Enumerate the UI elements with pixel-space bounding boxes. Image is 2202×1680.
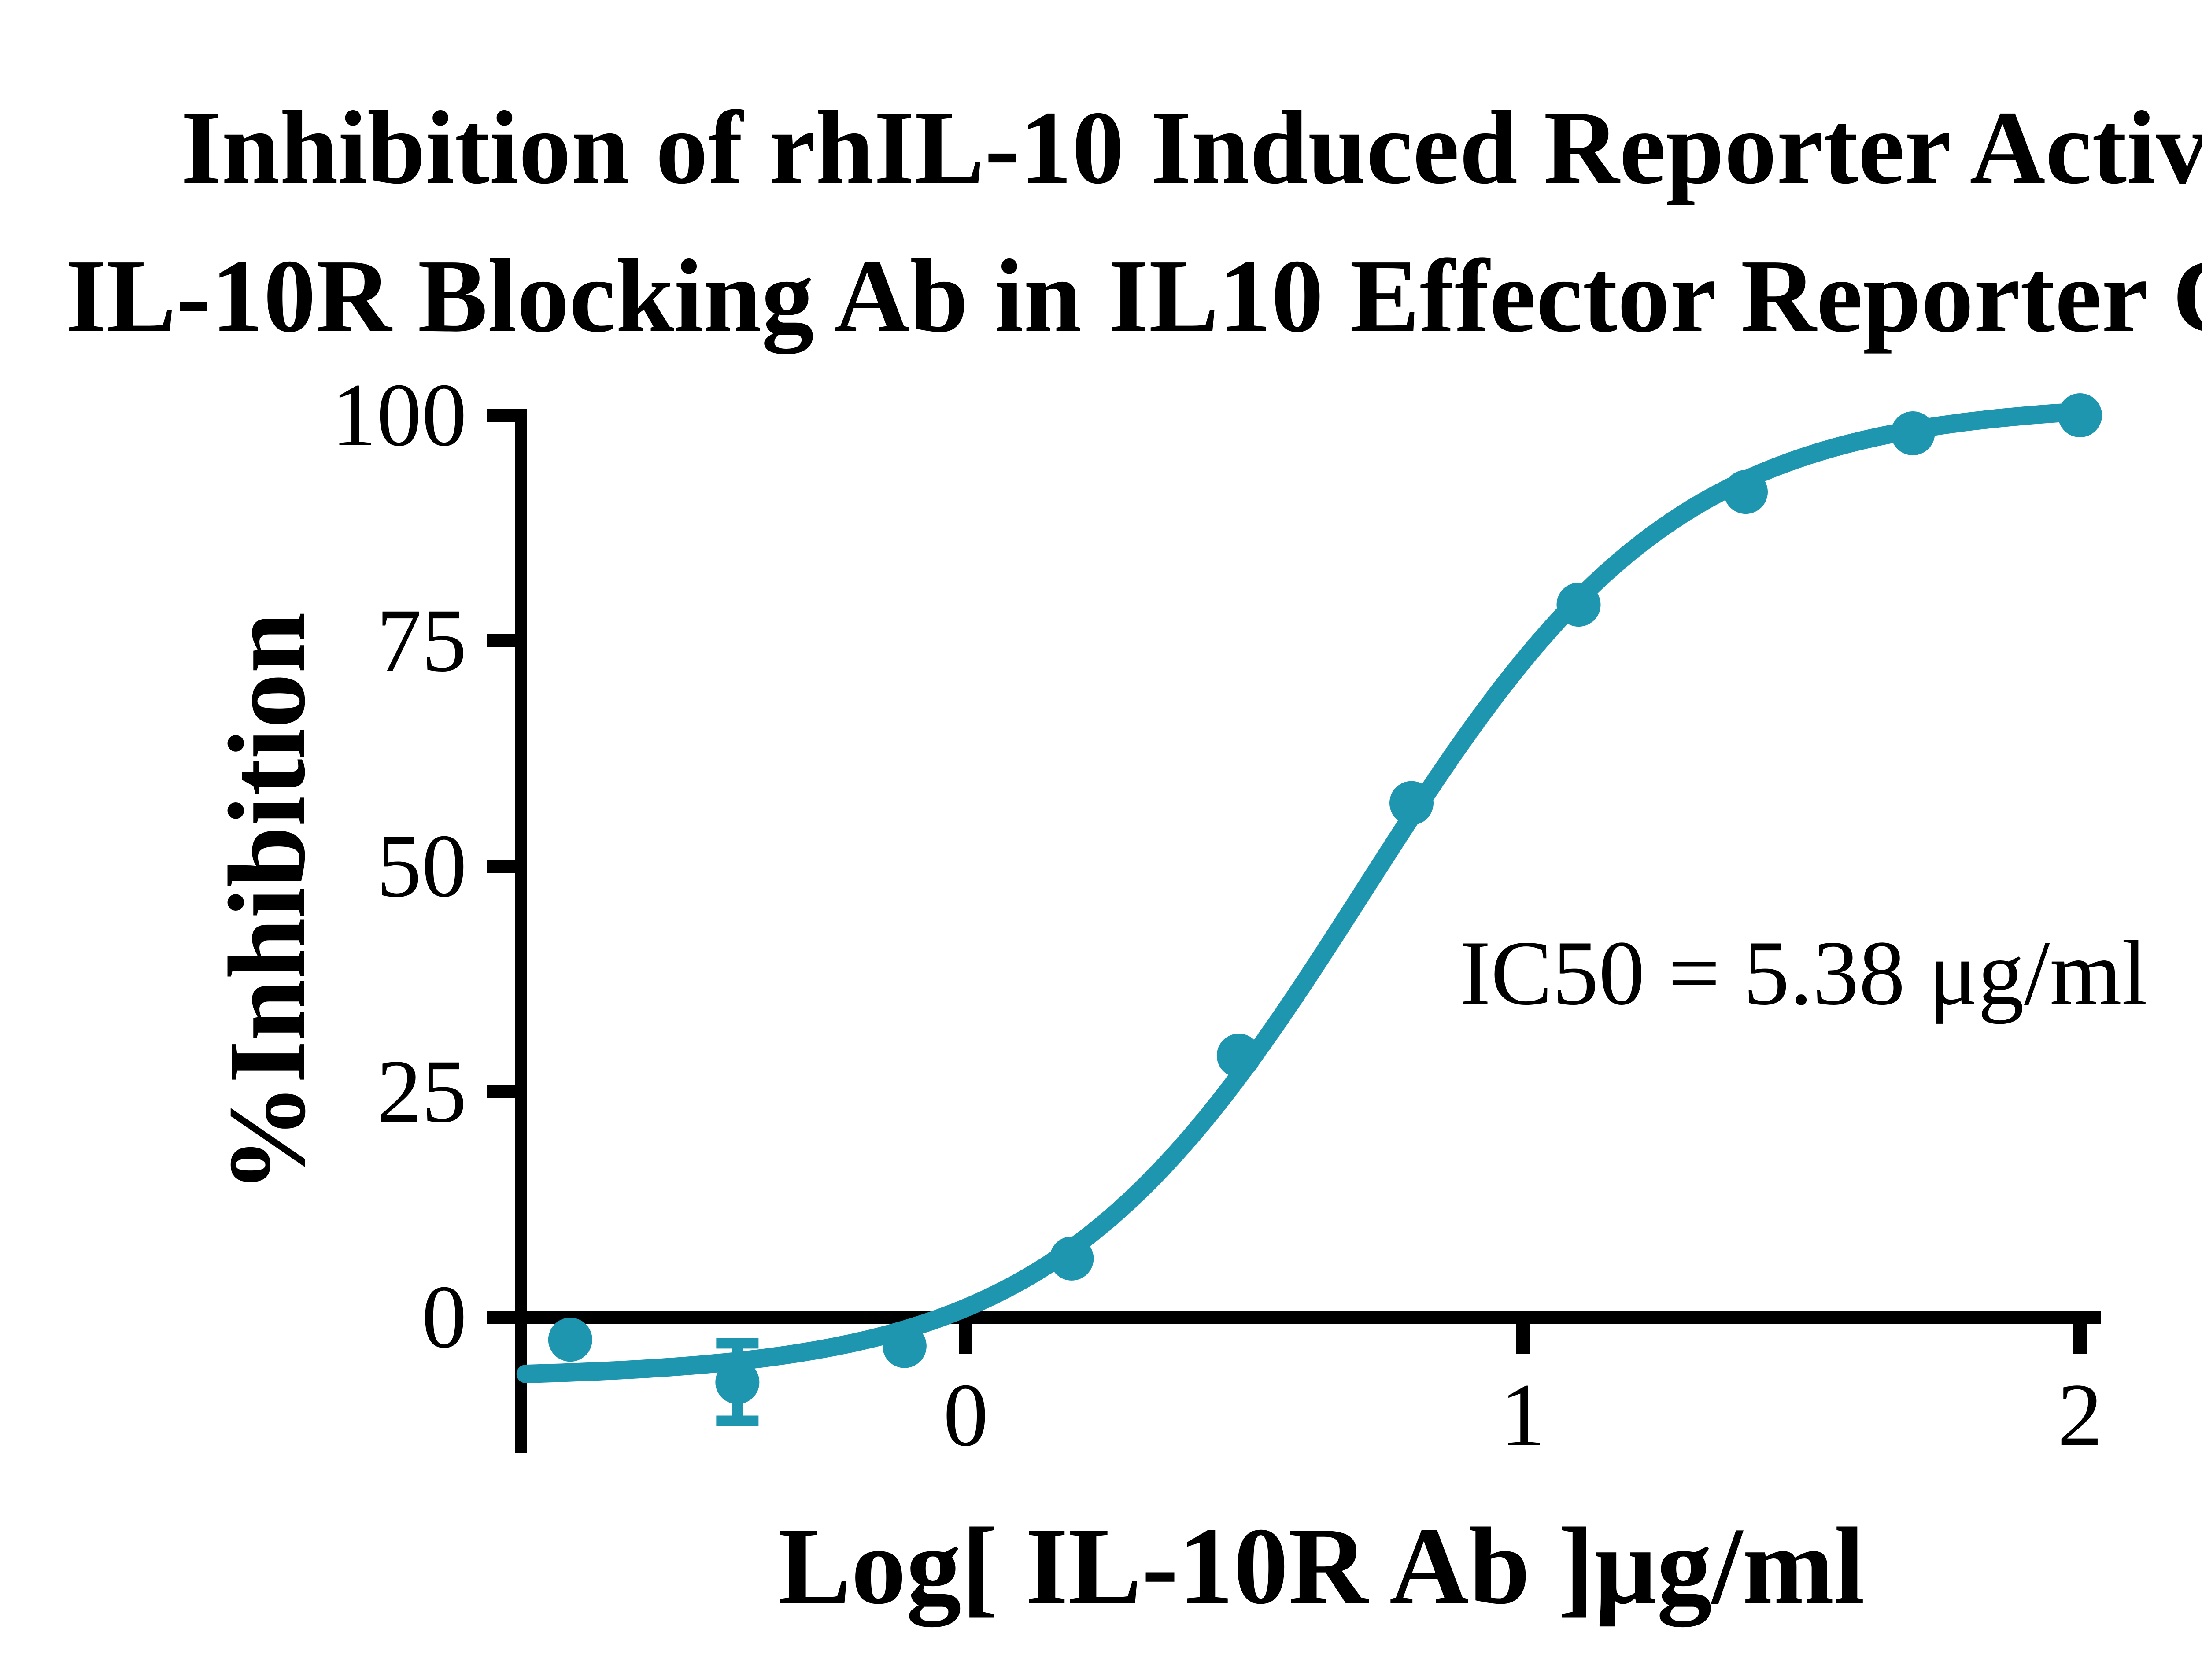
data-point <box>2058 393 2102 437</box>
x-tick-label: 0 <box>943 1365 989 1465</box>
data-point <box>1216 1034 1261 1078</box>
data-point <box>1891 411 1935 455</box>
ic50-annotation: IC50 = 5.38 μg/ml <box>1460 922 2147 1024</box>
data-point <box>1049 1236 1094 1281</box>
data-series <box>516 393 2102 1426</box>
y-tick-label: 100 <box>332 365 467 465</box>
x-axis-ticks: 0 1 2 <box>943 1317 2103 1465</box>
y-tick-label: 25 <box>377 1041 467 1141</box>
x-axis-label: Log[ IL-10R Ab ]μg/ml <box>778 1505 1865 1627</box>
data-point <box>1724 470 1768 514</box>
data-point <box>1556 583 1601 627</box>
y-tick-label: 0 <box>422 1267 467 1367</box>
data-point <box>882 1324 927 1368</box>
y-tick-label: 75 <box>377 591 467 690</box>
chart-title-line2: IL-10R Blocking Ab in IL10 Effector Repo… <box>66 238 2202 354</box>
x-tick-label: 1 <box>1500 1365 1546 1465</box>
data-point <box>715 1360 760 1404</box>
fit-curve <box>516 402 2084 1383</box>
y-axis-ticks: 100 75 50 25 0 <box>332 365 521 1367</box>
x-tick-label: 2 <box>2058 1365 2103 1465</box>
y-axis-label: %Inhibition <box>206 612 328 1193</box>
data-point <box>548 1318 592 1362</box>
y-tick-label: 50 <box>377 816 467 916</box>
chart-title-line1: Inhibition of rhIL-10 Induced Reporter A… <box>181 90 2202 206</box>
data-point <box>1389 781 1434 825</box>
